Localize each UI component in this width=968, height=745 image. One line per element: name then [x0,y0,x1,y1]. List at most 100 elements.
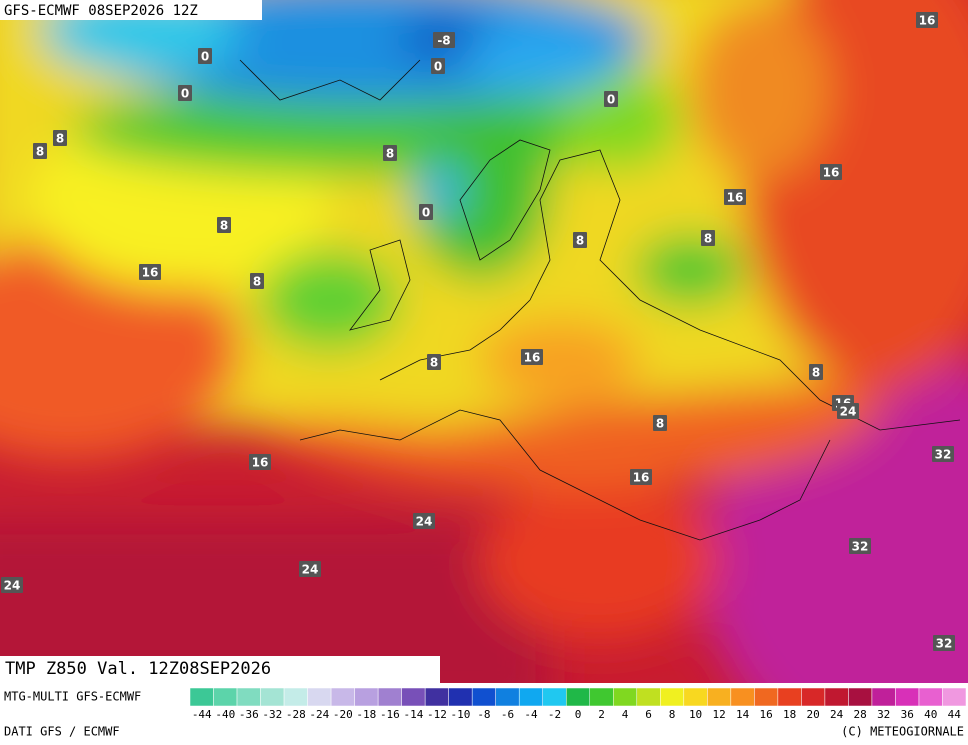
legend-swatch [330,687,355,707]
legend-tick-label: 8 [669,708,676,721]
contour-label-box [701,230,715,246]
legend-tick-label: -16 [380,708,400,721]
contour-label-box [933,635,955,651]
legend-swatch [636,687,661,707]
legend-tick-label: 40 [924,708,937,721]
legend-tick-label: -8 [477,708,490,721]
map-title: GFS-ECMWF 08SEP2026 12Z [4,3,198,19]
legend-swatch [424,687,449,707]
contour-label: 24 [416,515,433,529]
contour-label-box [837,403,859,419]
contour-label-box [1,577,23,593]
contour-label: 0 [607,93,615,107]
legend-tick-label: 18 [783,708,796,721]
contour-label-box [573,232,587,248]
legend-tick-label: 4 [622,708,629,721]
contour-label: 16 [252,456,269,470]
contour-label-box [427,354,441,370]
contour-label: 32 [935,448,952,462]
contour-label: 8 [56,132,64,146]
field-label: TMP Z850 Val. 12Z08SEP2026 [5,659,271,679]
legend-swatch [707,687,732,707]
contour-label: 16 [823,166,840,180]
contour-label: 0 [422,206,430,220]
legend-tick-label: 28 [854,708,867,721]
legend-tick-label: -18 [356,708,376,721]
legend-swatch [683,687,708,707]
legend-swatch [730,687,755,707]
legend-swatch [189,687,214,707]
legend-swatch [236,687,261,707]
contour-label: 8 [430,356,438,370]
contour-label: 16 [142,266,159,280]
legend-swatch [518,687,543,707]
legend-tick-label: 12 [712,708,725,721]
legend-tick-label: 6 [645,708,652,721]
contour-label-box [217,217,231,233]
legend-tick-label: 16 [759,708,772,721]
legend-swatch [307,687,332,707]
legend-tick-label: -44 [192,708,212,721]
legend-tick-label: -6 [501,708,514,721]
contour-label: 0 [181,87,189,101]
legend-tick-label: -36 [239,708,259,721]
contour-label: 24 [840,405,857,419]
legend-tick-label: -24 [309,708,329,721]
legend-swatch [377,687,402,707]
contour-label: 32 [936,637,953,651]
contour-label-box [33,143,47,159]
contour-label: 8 [220,219,228,233]
legend-tick-label: 44 [948,708,962,721]
coastlines [239,59,961,541]
legend-tick-label: 0 [575,708,582,721]
contour-label-box [419,204,433,220]
contour-label-box [139,264,161,280]
contour-label-box [53,130,67,146]
contour-label-box [653,415,667,431]
contour-label-box [932,446,954,462]
contour-label-box [849,538,871,554]
contour-label: 16 [633,471,650,485]
legend-swatch [801,687,826,707]
contour-label-box [383,145,397,161]
legend-tick-label: 32 [877,708,890,721]
legend-swatch [777,687,802,707]
legend-swatch [871,687,896,707]
legend-swatch [565,687,591,707]
legend-swatch [354,687,379,707]
legend-tick-label: -14 [403,708,423,721]
legend-swatch [824,687,849,707]
contour-label: 8 [576,234,584,248]
footer-credit: (C) METEOGIORNALE [841,725,964,739]
contour-label: 8 [812,366,820,380]
contour-label: 16 [919,14,936,28]
legend-swatch [660,687,685,707]
contour-label: 24 [4,579,21,593]
legend-swatch [942,687,967,707]
legend-tick-label: 24 [830,708,844,721]
legend-swatch [589,687,614,707]
contour-label-box [521,349,543,365]
contour-labels: 16-8000088816160888168168816248321616243… [1,12,955,651]
contour-label-box [178,85,192,101]
legend-tick-label: -28 [286,708,306,721]
contour-label: 8 [253,275,261,289]
field-box [0,656,440,683]
contour-label-box [249,454,271,470]
contour-label: 8 [656,417,664,431]
legend-swatch [918,687,943,707]
legend-tick-label: 2 [598,708,605,721]
footer-source: DATI GFS / ECMWF [4,725,120,739]
legend-tick-label: -20 [333,708,353,721]
contour-label-box [250,273,264,289]
legend-swatch [848,687,873,707]
legend-tick-label: -4 [524,708,538,721]
legend: -44 -40 -36 -32 -28 -24 -20 -18 -16 -14 -12 -10 -8 -6… [189,687,967,721]
contour-label-box [431,58,445,74]
contour-label: 8 [36,145,44,159]
legend-swatch [895,687,920,707]
legend-tick-label: 14 [736,708,750,721]
contour-label-box [299,561,321,577]
contour-label: 0 [434,60,442,74]
legend-swatch [213,687,238,707]
